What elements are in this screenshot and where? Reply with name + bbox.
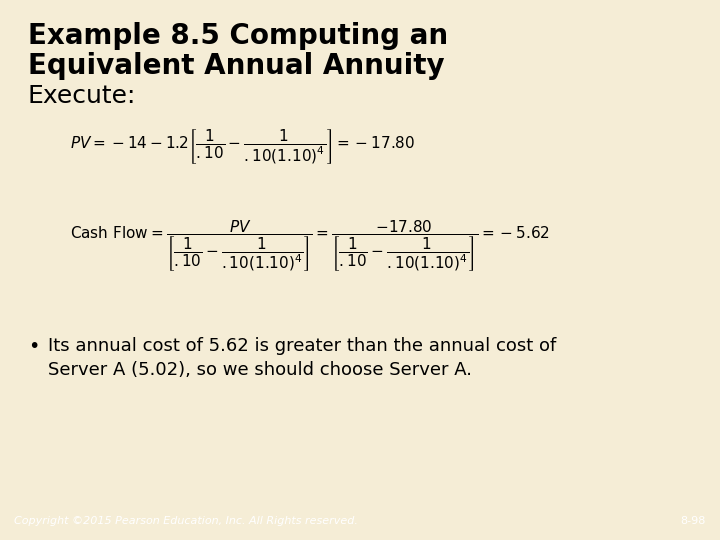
Text: •: • [28, 337, 40, 356]
Text: Equivalent Annual Annuity: Equivalent Annual Annuity [28, 52, 445, 80]
Text: Example 8.5 Computing an: Example 8.5 Computing an [28, 22, 448, 50]
Text: $PV = -14 - 1.2\left[\dfrac{1}{.10} - \dfrac{1}{.10(1.10)^{4}}\right] = -17.80$: $PV = -14 - 1.2\left[\dfrac{1}{.10} - \d… [70, 127, 415, 166]
Text: $\mathrm{Cash\ Flow} = \dfrac{PV}{\left[\dfrac{1}{.10} - \dfrac{1}{.10(1.10)^{4}: $\mathrm{Cash\ Flow} = \dfrac{PV}{\left[… [70, 218, 550, 274]
Text: 8-98: 8-98 [680, 516, 706, 525]
Text: Execute:: Execute: [28, 84, 136, 108]
Text: Server A (5.02), so we should choose Server A.: Server A (5.02), so we should choose Ser… [48, 361, 472, 379]
Text: Copyright ©2015 Pearson Education, Inc. All Rights reserved.: Copyright ©2015 Pearson Education, Inc. … [14, 516, 359, 525]
Text: Its annual cost of 5.62 is greater than the annual cost of: Its annual cost of 5.62 is greater than … [48, 337, 557, 355]
